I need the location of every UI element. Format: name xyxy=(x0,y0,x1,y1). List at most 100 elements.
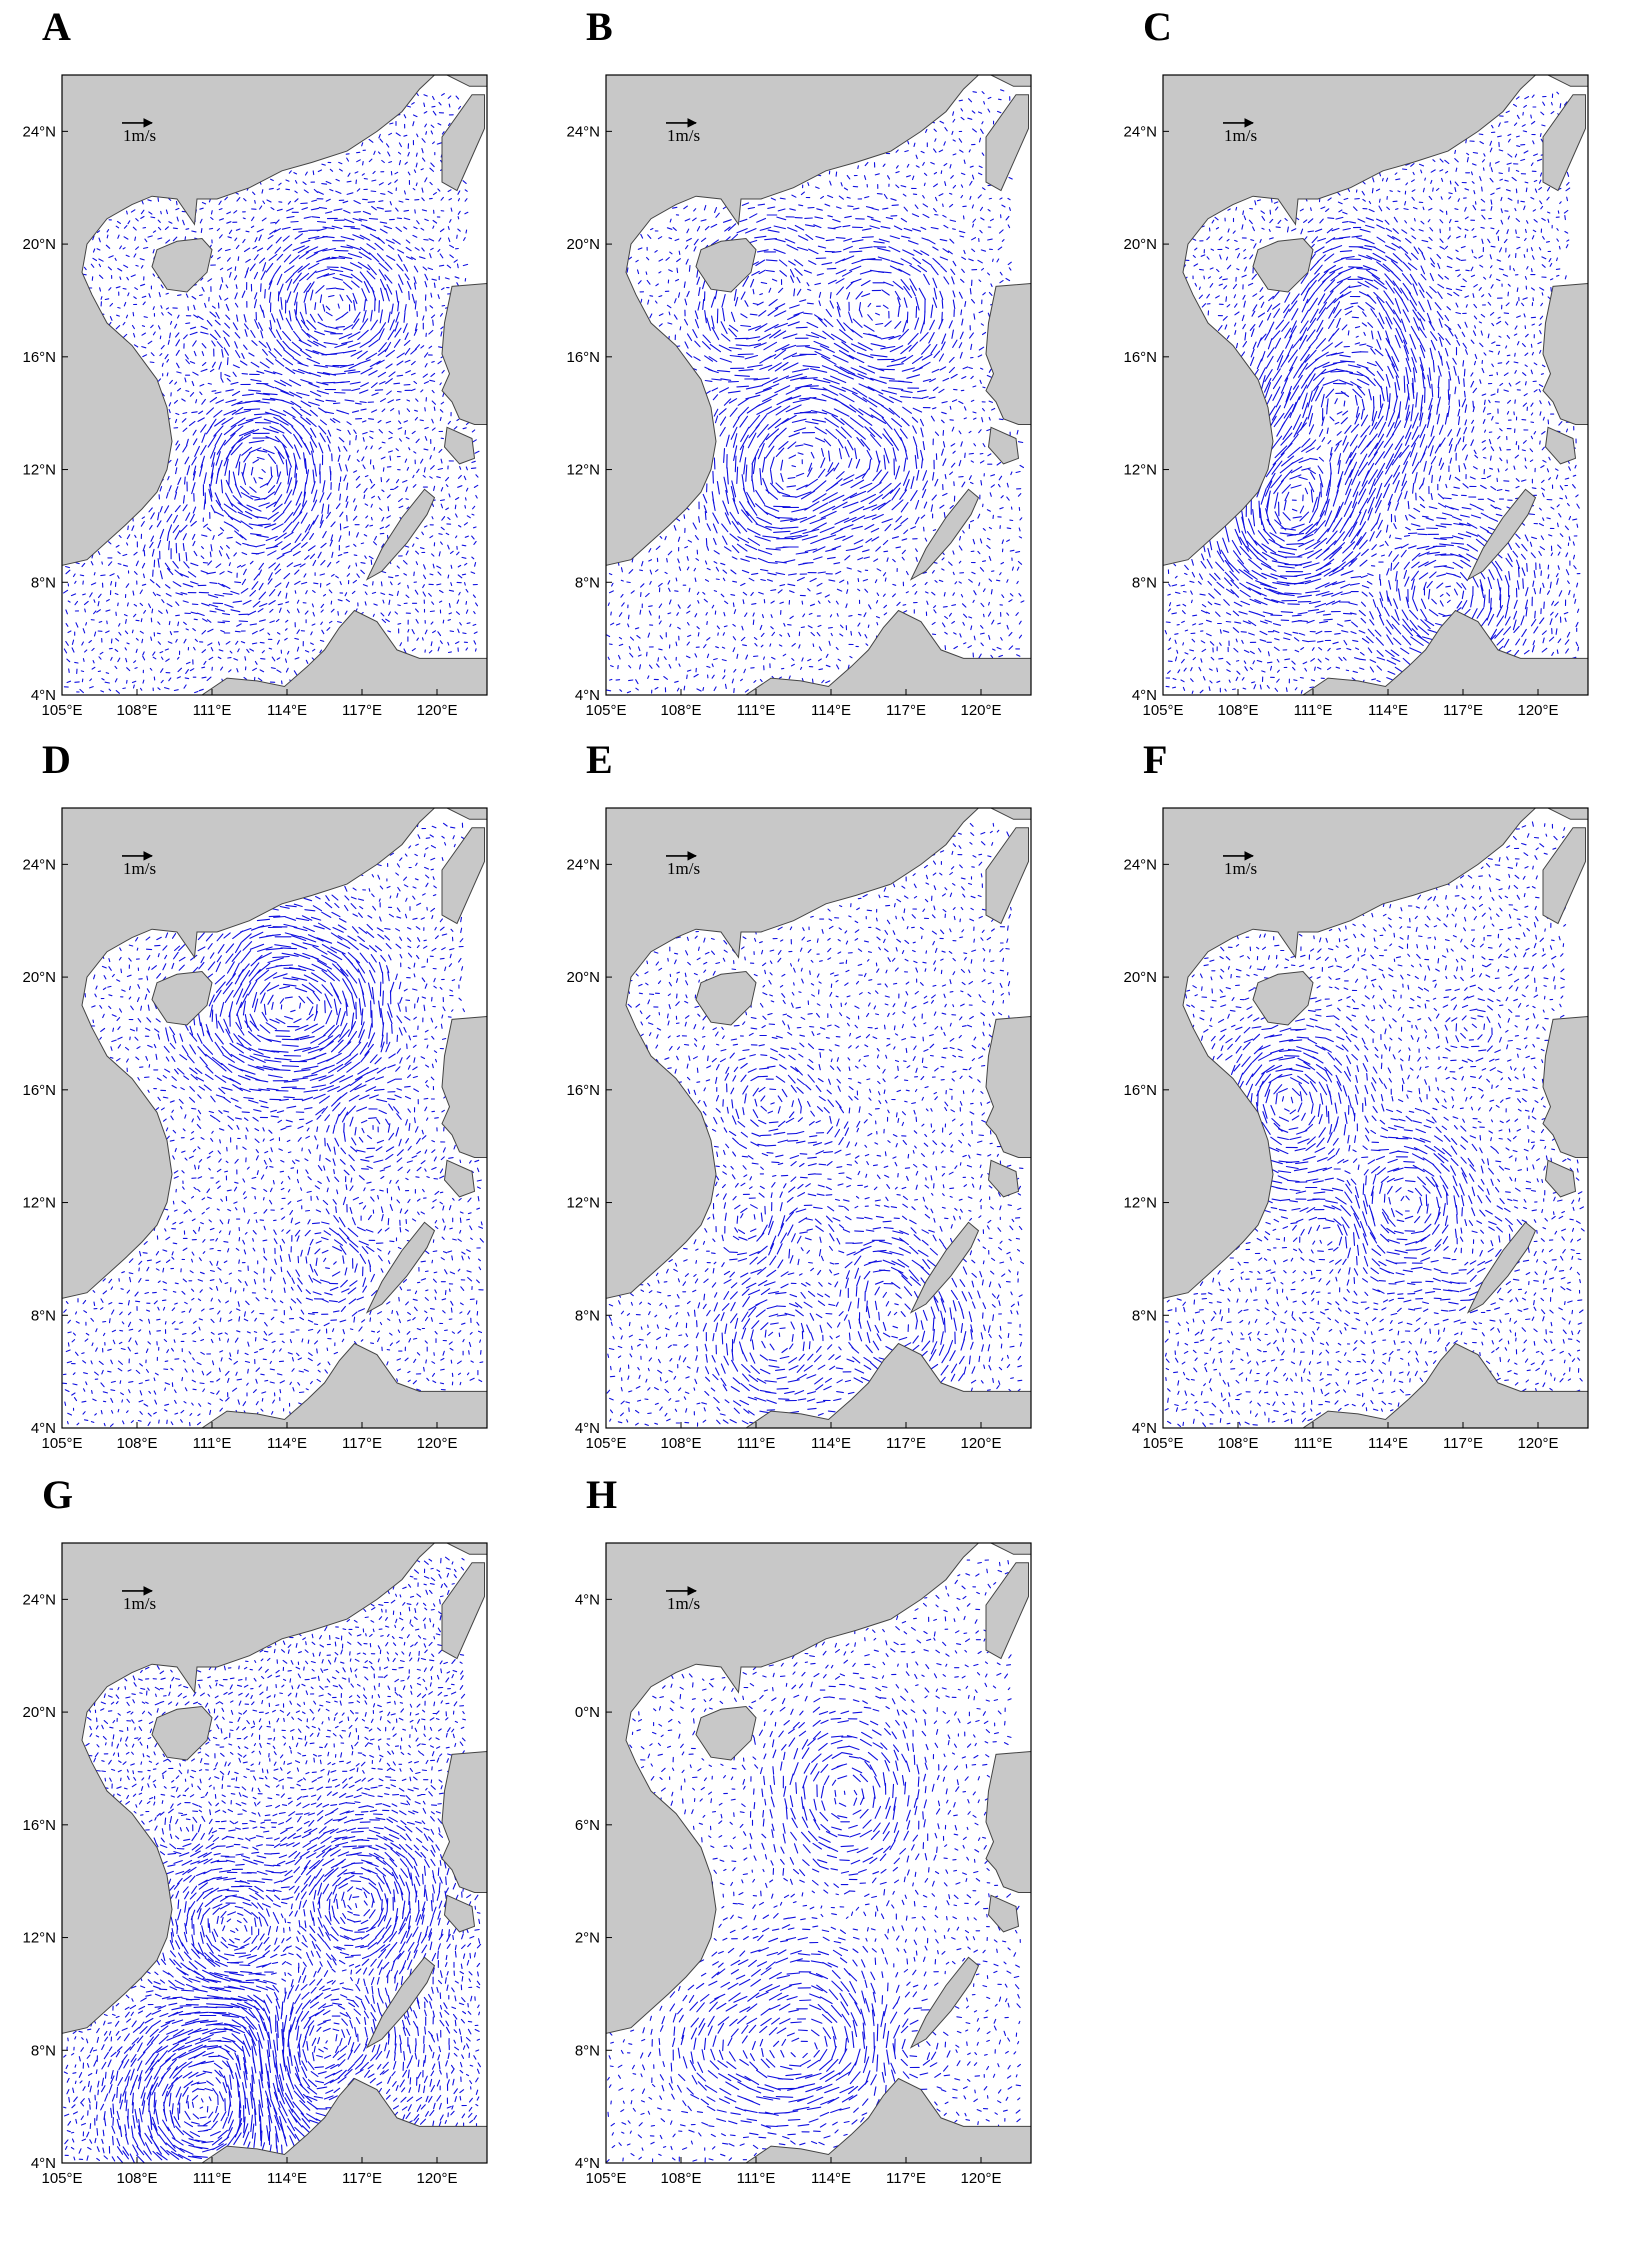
lat-tick-label: 12°N xyxy=(1123,462,1157,479)
lon-tick-label: 120°E xyxy=(1517,1435,1558,1452)
lon-tick-label: 111°E xyxy=(1294,702,1333,719)
lat-tick-label: 0°N xyxy=(575,1704,600,1721)
velocity-vectors xyxy=(606,89,1025,694)
lat-tick-label: 12°N xyxy=(566,1195,600,1212)
scale-arrow-label: 1m/s xyxy=(123,1594,156,1613)
lon-tick-label: 108°E xyxy=(116,702,157,719)
lat-tick-label: 24°N xyxy=(566,856,600,873)
lat-tick-label: 4°N xyxy=(575,2155,600,2172)
panel-letter: F xyxy=(1143,737,1168,782)
scale-arrow-label: 1m/s xyxy=(667,1594,700,1613)
map-frame xyxy=(605,1542,1032,2164)
land-mass xyxy=(606,808,1031,1428)
lat-tick-label: 4°N xyxy=(31,1420,56,1437)
lat-tick-label: 20°N xyxy=(22,236,56,253)
current-vector-map: 1m/s 105°E 108°E 111°E 114°E 117°E 120°E 4°N 8°N… xyxy=(1123,74,1589,719)
lon-tick-label: 111°E xyxy=(193,2170,232,2187)
scale-arrow-label: 1m/s xyxy=(1224,859,1257,878)
lon-tick-label: 117°E xyxy=(886,702,926,719)
lon-tick-label: 120°E xyxy=(1517,702,1558,719)
land-mass xyxy=(606,75,1031,695)
lon-tick-label: 105°E xyxy=(41,2170,82,2187)
lat-tick-label: 2°N xyxy=(575,1930,600,1947)
lat-tick-label: 24°N xyxy=(566,123,600,140)
lat-tick-label: 24°N xyxy=(22,1591,56,1608)
panel-letter: B xyxy=(586,4,613,49)
map-frame xyxy=(605,807,1032,1429)
lon-tick-label: 111°E xyxy=(1294,1435,1333,1452)
lon-tick-label: 105°E xyxy=(585,1435,626,1452)
map-frame xyxy=(61,74,488,696)
lat-tick-label: 4°N xyxy=(1132,687,1157,704)
lat-tick-label: 8°N xyxy=(575,574,600,591)
current-vector-map: 1m/s 105°E 108°E 111°E 114°E 117°E 120°E 4°N 8°N… xyxy=(22,74,488,719)
lat-tick-label: 24°N xyxy=(1123,856,1157,873)
current-vector-map: 1m/s 105°E 108°E 111°E 114°E 117°E 120°E 4°N 8°N… xyxy=(1123,807,1589,1452)
lat-tick-label: 4°N xyxy=(1132,1420,1157,1437)
velocity-vectors xyxy=(63,1556,482,2163)
panel-letter: A xyxy=(42,4,71,49)
panel-letter: H xyxy=(586,1472,618,1517)
lon-tick-label: 117°E xyxy=(886,2170,926,2187)
land-mass xyxy=(606,1543,1031,2163)
lat-tick-label: 20°N xyxy=(22,969,56,986)
lat-tick-label: 16°N xyxy=(566,1082,600,1099)
lat-tick-label: 20°N xyxy=(1123,236,1157,253)
lat-tick-label: 8°N xyxy=(31,1307,56,1324)
lat-tick-label: 12°N xyxy=(22,1195,56,1212)
lat-tick-label: 20°N xyxy=(566,236,600,253)
lat-tick-label: 4°N xyxy=(31,687,56,704)
lon-tick-label: 117°E xyxy=(1443,702,1483,719)
lon-tick-label: 114°E xyxy=(267,702,307,719)
map-frame xyxy=(1162,74,1589,696)
lon-tick-label: 114°E xyxy=(811,1435,851,1452)
lon-tick-label: 111°E xyxy=(737,2170,776,2187)
lon-tick-label: 105°E xyxy=(41,702,82,719)
lon-tick-label: 114°E xyxy=(811,2170,851,2187)
lat-tick-label: 8°N xyxy=(575,2042,600,2059)
lat-tick-label: 12°N xyxy=(22,1930,56,1947)
velocity-vectors xyxy=(1164,91,1581,694)
land-mass xyxy=(1163,808,1588,1428)
lon-tick-label: 108°E xyxy=(660,702,701,719)
lat-tick-label: 8°N xyxy=(31,2042,56,2059)
lon-tick-label: 114°E xyxy=(811,702,851,719)
land-mass xyxy=(1163,75,1588,695)
velocity-vectors xyxy=(1164,821,1585,1428)
lat-tick-label: 8°N xyxy=(575,1307,600,1324)
lon-tick-label: 108°E xyxy=(660,1435,701,1452)
scale-arrow-label: 1m/s xyxy=(667,859,700,878)
lon-tick-label: 105°E xyxy=(41,1435,82,1452)
lon-tick-label: 114°E xyxy=(1368,1435,1408,1452)
current-vector-map: 1m/s 105°E 108°E 111°E 114°E 117°E 120°E 4°N 8°N… xyxy=(22,1542,488,2187)
lon-tick-label: 111°E xyxy=(737,1435,776,1452)
map-frame xyxy=(61,1542,488,2164)
lat-tick-label: 4°N xyxy=(575,1420,600,1437)
lon-tick-label: 111°E xyxy=(737,702,776,719)
lat-tick-label: 20°N xyxy=(566,969,600,986)
panel-letter: E xyxy=(586,737,613,782)
lat-tick-label: 8°N xyxy=(31,574,56,591)
lon-tick-label: 117°E xyxy=(342,702,382,719)
current-vector-map: 1m/s 105°E 108°E 111°E 114°E 117°E 120°E 4°N 8°N… xyxy=(566,807,1032,1452)
lon-tick-label: 108°E xyxy=(660,2170,701,2187)
lon-tick-label: 120°E xyxy=(416,702,457,719)
lat-tick-label: 12°N xyxy=(22,462,56,479)
lat-tick-label: 8°N xyxy=(1132,1307,1157,1324)
lon-tick-label: 117°E xyxy=(886,1435,926,1452)
current-vector-map: 1m/s 105°E 108°E 111°E 114°E 117°E 120°E 4°N 8°N… xyxy=(22,807,488,1452)
lat-tick-label: 16°N xyxy=(566,349,600,366)
current-vector-map: 1m/s 105°E 108°E 111°E 114°E 117°E 120°E 4°N 8°N… xyxy=(566,74,1032,719)
lon-tick-label: 105°E xyxy=(585,2170,626,2187)
lon-tick-label: 117°E xyxy=(342,2170,382,2187)
land-mass xyxy=(62,75,487,695)
scale-arrow-label: 1m/s xyxy=(1224,126,1257,145)
lat-tick-label: 24°N xyxy=(22,856,56,873)
lon-tick-label: 105°E xyxy=(1142,1435,1183,1452)
lat-tick-label: 16°N xyxy=(22,349,56,366)
lon-tick-label: 120°E xyxy=(416,2170,457,2187)
lon-tick-label: 114°E xyxy=(1368,702,1408,719)
lat-tick-label: 4°N xyxy=(575,687,600,704)
lon-tick-label: 105°E xyxy=(585,702,626,719)
lat-tick-label: 6°N xyxy=(575,1817,600,1834)
